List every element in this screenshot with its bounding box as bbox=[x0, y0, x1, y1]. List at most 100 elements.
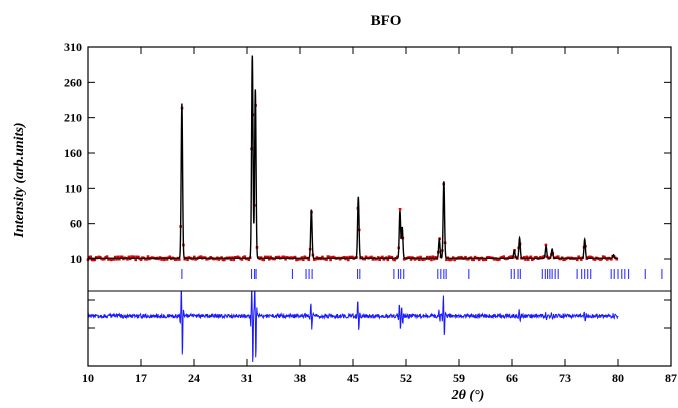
observed-point bbox=[130, 255, 133, 258]
observed-point bbox=[295, 258, 298, 262]
observed-point bbox=[163, 258, 166, 262]
observed-point bbox=[126, 258, 129, 261]
observed-point bbox=[345, 256, 349, 259]
observed-point bbox=[115, 258, 118, 261]
y-tick-label: 310 bbox=[64, 40, 82, 54]
observed-point bbox=[111, 257, 114, 261]
observed-point bbox=[580, 258, 583, 261]
observed-point bbox=[168, 255, 172, 259]
observed-point bbox=[396, 255, 399, 259]
observed-point bbox=[220, 256, 223, 259]
observed-point bbox=[263, 255, 267, 259]
observed-point bbox=[229, 258, 233, 262]
x-tick-label: 38 bbox=[294, 371, 306, 385]
observed-point bbox=[118, 257, 121, 261]
observed-point bbox=[262, 258, 266, 262]
observed-point bbox=[186, 258, 189, 262]
x-tick-label: 66 bbox=[506, 371, 518, 385]
observed-point bbox=[302, 258, 305, 262]
observed-point bbox=[378, 258, 381, 262]
observed-point bbox=[498, 257, 501, 261]
observed-point bbox=[529, 255, 533, 259]
observed-point bbox=[209, 255, 212, 259]
observed-point bbox=[150, 256, 154, 259]
observed-point bbox=[187, 256, 191, 259]
observed-point bbox=[389, 256, 392, 259]
observed-point bbox=[101, 258, 105, 261]
observed-point bbox=[194, 258, 197, 261]
observed-point bbox=[390, 255, 394, 259]
observed-point bbox=[94, 256, 98, 259]
observed-point bbox=[364, 255, 368, 259]
observed-point bbox=[562, 258, 565, 262]
y-tick-label: 60 bbox=[70, 217, 82, 231]
observed-point bbox=[496, 258, 500, 262]
observed-point bbox=[544, 243, 548, 247]
observed-point bbox=[289, 256, 293, 259]
observed-point bbox=[240, 258, 244, 261]
observed-point bbox=[465, 257, 469, 261]
observed-point bbox=[202, 256, 206, 259]
observed-point bbox=[411, 256, 414, 259]
observed-point bbox=[183, 257, 187, 261]
observed-point bbox=[329, 258, 332, 262]
observed-point bbox=[90, 258, 94, 262]
observed-point bbox=[408, 256, 411, 259]
y-tick-label: 260 bbox=[64, 75, 82, 89]
observed-point bbox=[525, 255, 529, 259]
observed-point bbox=[460, 255, 463, 259]
observed-point bbox=[137, 255, 140, 259]
observed-point bbox=[434, 255, 437, 259]
observed-point bbox=[457, 256, 460, 259]
observed-point bbox=[430, 258, 433, 262]
observed-point bbox=[330, 256, 334, 259]
observed-point bbox=[221, 258, 225, 262]
observed-point bbox=[488, 256, 492, 259]
x-axis-ticks: 10 17 24 31 38 45 52 59 66 73 80 87 bbox=[82, 47, 677, 385]
x-tick-label: 52 bbox=[400, 371, 412, 385]
x-tick-label: 73 bbox=[559, 371, 571, 385]
observed-point bbox=[243, 255, 247, 258]
observed-point bbox=[535, 255, 538, 259]
observed-point bbox=[300, 256, 304, 259]
observed-point bbox=[398, 207, 402, 211]
observed-point bbox=[92, 258, 95, 262]
observed-point bbox=[575, 258, 579, 262]
y-tick-label: 110 bbox=[65, 181, 82, 195]
observed-point bbox=[423, 257, 426, 261]
difference-curve bbox=[87, 291, 619, 363]
observed-point bbox=[274, 255, 278, 259]
observed-point bbox=[88, 255, 91, 259]
observed-point bbox=[178, 258, 181, 261]
observed-point bbox=[466, 257, 470, 261]
observed-point bbox=[507, 256, 511, 259]
observed-point bbox=[119, 255, 123, 259]
observed-point bbox=[212, 257, 215, 261]
observed-point bbox=[375, 257, 379, 261]
observed-point bbox=[105, 255, 109, 258]
observed-point bbox=[261, 258, 264, 261]
observed-point bbox=[191, 257, 195, 261]
observed-point bbox=[133, 255, 136, 259]
observed-point bbox=[509, 255, 512, 259]
observed-point bbox=[421, 258, 425, 261]
observed-point bbox=[556, 255, 560, 258]
y-axis-title: Intensity (arb.units) bbox=[12, 122, 27, 238]
observed-point bbox=[242, 256, 245, 259]
observed-point bbox=[428, 255, 432, 259]
observed-point bbox=[139, 258, 143, 261]
observed-point bbox=[349, 255, 353, 259]
observed-point bbox=[173, 258, 177, 261]
observed-point bbox=[135, 255, 139, 259]
observed-point bbox=[464, 255, 467, 259]
observed-point bbox=[431, 255, 435, 259]
observed-point bbox=[235, 256, 238, 259]
observed-point bbox=[134, 258, 137, 262]
observed-point bbox=[426, 255, 429, 259]
observed-point bbox=[487, 256, 490, 259]
observed-point bbox=[217, 258, 221, 261]
observed-point bbox=[93, 258, 97, 262]
